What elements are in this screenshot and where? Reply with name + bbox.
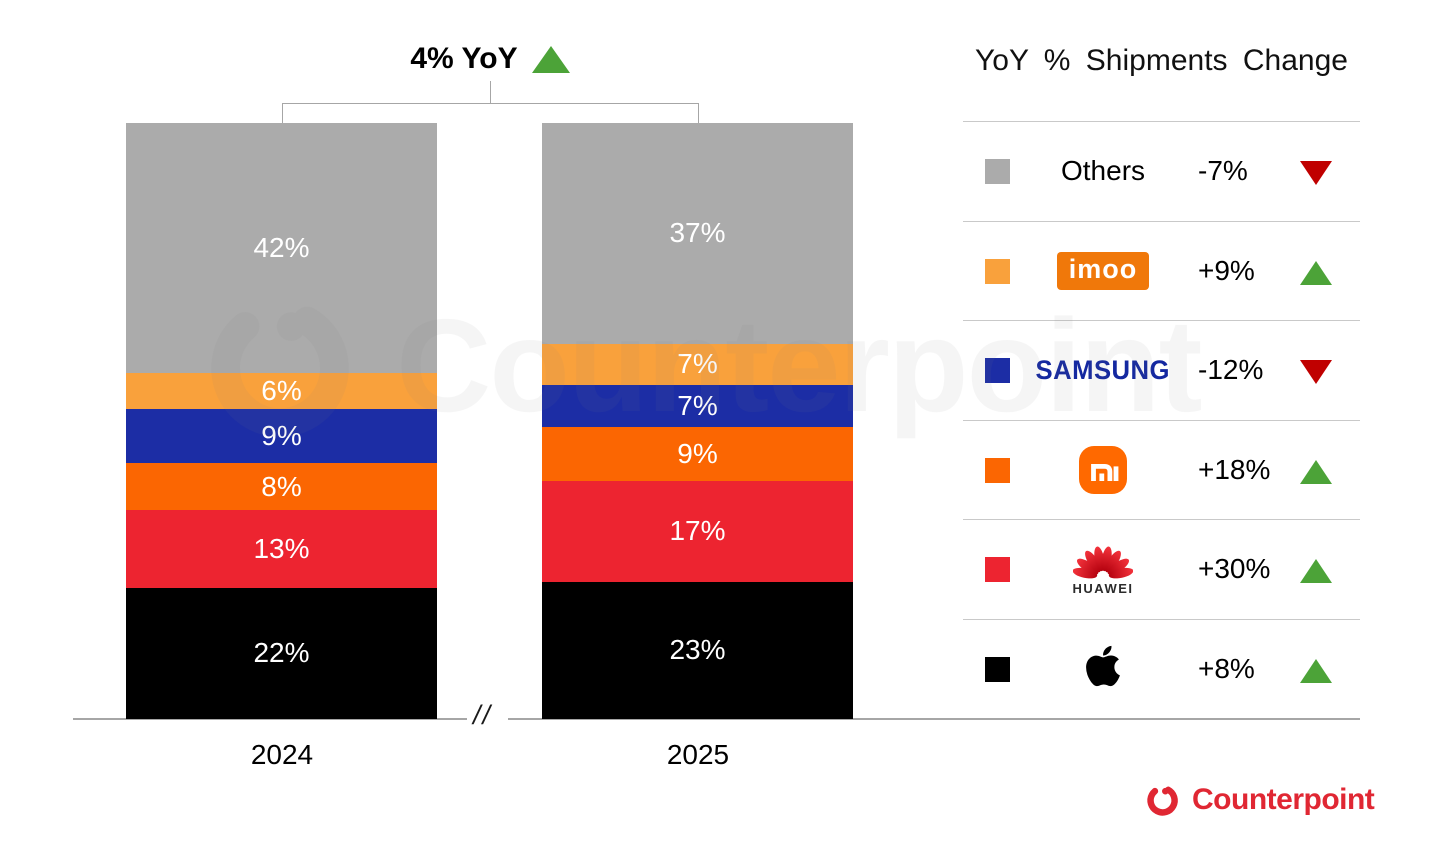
bar-segment-samsung-2024: 9% <box>126 409 437 463</box>
chart-title: 4% YoY <box>340 42 640 76</box>
x-axis-label-2024: 2024 <box>250 739 314 770</box>
bar-segment-apple-2024: 22% <box>126 587 437 719</box>
bar-segment-others-2024: 42% <box>126 123 437 374</box>
legend-table: Others -7% imoo +9% SAMSUNG -12% +18% HUAWEI +30… <box>963 121 1360 718</box>
legend-row-apple: +8% <box>963 618 1360 719</box>
legend-row-others: Others -7% <box>963 121 1360 221</box>
up-triangle-icon <box>1300 459 1332 484</box>
xiaomi-mi-logo <box>1079 445 1127 494</box>
bar-segment-others-2025: 37% <box>542 123 853 344</box>
bar-segment-xiaomi-2024: 8% <box>126 462 437 511</box>
mi-glyph-icon <box>1091 463 1119 481</box>
huawei-wordmark: HUAWEI <box>1072 580 1134 596</box>
counterpoint-logo-text: Counterpoint <box>1192 782 1375 816</box>
segment-value-label: 22% <box>253 637 310 669</box>
stacked-bar-2024: 42% 6% 9% 8% 13% 22% <box>126 123 437 719</box>
bracket-left-drop <box>282 103 283 123</box>
imoo-logo: imoo <box>1056 251 1150 290</box>
legend-row-huawei: HUAWEI +30% <box>963 519 1360 619</box>
legend-swatch-xiaomi <box>985 457 1010 483</box>
up-triangle-icon <box>1300 260 1332 285</box>
legend-brand-cell: imoo <box>1018 222 1188 321</box>
legend-change-value: +18% <box>1198 453 1271 485</box>
bar-segment-imoo-2025: 7% <box>542 343 853 386</box>
segment-value-label: 17% <box>669 515 726 547</box>
legend-brand-cell <box>1018 620 1188 719</box>
legend-header: YoY % Shipments Change <box>975 44 1348 77</box>
segment-value-label: 13% <box>253 533 310 565</box>
down-triangle-icon <box>1300 161 1332 185</box>
segment-value-label: 9% <box>261 419 302 451</box>
legend-swatch-others <box>985 159 1010 184</box>
legend-row-imoo: imoo +9% <box>963 220 1360 321</box>
legend-swatch-imoo <box>985 258 1010 284</box>
legend-swatch-huawei <box>985 557 1010 582</box>
up-triangle-icon <box>1300 559 1332 583</box>
legend-brand-cell: HUAWEI <box>1018 520 1188 619</box>
down-triangle-icon <box>1300 360 1332 384</box>
bracket-stem <box>490 81 491 103</box>
legend-change-value: -7% <box>1198 155 1248 187</box>
bar-segment-imoo-2024: 6% <box>126 373 437 410</box>
x-axis-left-segment <box>73 718 467 720</box>
legend-swatch-apple <box>985 656 1010 682</box>
stacked-bar-2025: 37% 7% 7% 9% 17% 23% <box>542 123 853 719</box>
legend-change-value: +8% <box>1198 652 1255 684</box>
counterpoint-logo: Counterpoint <box>1145 781 1375 818</box>
segment-value-label: 6% <box>261 375 302 407</box>
segment-value-label: 42% <box>253 232 310 264</box>
samsung-logo: SAMSUNG <box>1035 354 1171 385</box>
legend-change-value: +30% <box>1198 553 1271 585</box>
apple-logo <box>1085 643 1121 694</box>
legend-brand-cell: SAMSUNG <box>1018 321 1188 420</box>
up-triangle-icon <box>1300 658 1332 683</box>
bar-segment-samsung-2025: 7% <box>542 385 853 427</box>
segment-value-label: 8% <box>261 470 302 502</box>
yoy-up-triangle-icon <box>531 45 570 73</box>
legend-swatch-samsung <box>985 358 1010 383</box>
huawei-flower-icon <box>1073 546 1133 579</box>
bar-segment-xiaomi-2025: 9% <box>542 426 853 481</box>
counterpoint-logo-icon <box>1147 785 1178 816</box>
brand-label-others: Others <box>1060 155 1146 187</box>
bar-segment-apple-2025: 23% <box>542 581 853 719</box>
legend-change-value: -12% <box>1198 354 1264 386</box>
legend-brand-cell <box>1018 421 1188 520</box>
legend-change-value: +9% <box>1198 254 1255 286</box>
legend-brand-cell: Others <box>1018 122 1188 221</box>
x-axis-right-segment <box>508 718 1360 720</box>
segment-value-label: 7% <box>677 348 718 380</box>
apple-icon <box>1086 646 1120 687</box>
bar-segment-huawei-2025: 17% <box>542 480 853 582</box>
bracket-line <box>282 103 699 104</box>
segment-value-label: 7% <box>677 390 718 422</box>
bracket-right-drop <box>698 103 699 123</box>
x-axis-label-2025: 2025 <box>666 739 730 770</box>
legend-row-xiaomi: +18% <box>963 419 1360 520</box>
chart-title-text: 4% YoY <box>410 42 518 75</box>
axis-break-symbol: // <box>473 700 493 730</box>
bar-segment-huawei-2024: 13% <box>126 510 437 588</box>
segment-value-label: 37% <box>669 217 726 249</box>
segment-value-label: 23% <box>669 634 726 666</box>
legend-row-samsung: SAMSUNG -12% <box>963 320 1360 420</box>
segment-value-label: 9% <box>677 437 718 469</box>
huawei-logo: HUAWEI <box>1073 543 1134 596</box>
